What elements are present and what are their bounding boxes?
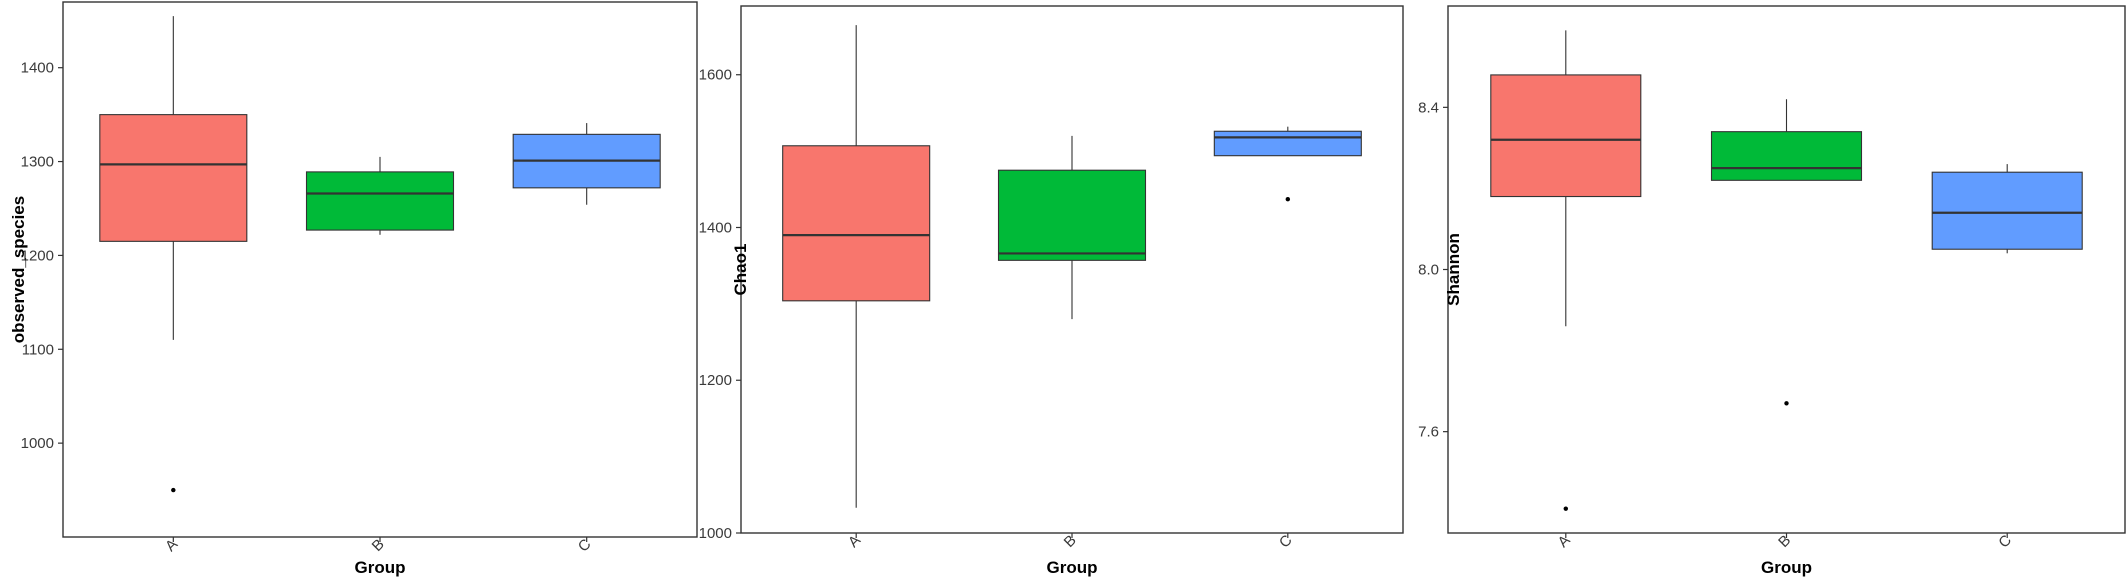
x-axis-title: Group bbox=[1761, 558, 1812, 577]
x-tick-label-C: C bbox=[575, 536, 595, 556]
x-tick-label-C: C bbox=[1276, 532, 1296, 552]
y-axis-title: Chao1 bbox=[731, 244, 750, 296]
x-axis-title: Group bbox=[355, 558, 406, 577]
box-C bbox=[1931, 171, 2083, 250]
box-group-B bbox=[1710, 99, 1863, 406]
y-tick-label: 1000 bbox=[21, 435, 54, 452]
box-C bbox=[1213, 130, 1362, 157]
box-B bbox=[1710, 131, 1863, 181]
outlier-point bbox=[1563, 506, 1568, 511]
box-A bbox=[99, 114, 248, 242]
x-tick-label-A: A bbox=[1555, 532, 1574, 551]
x-tick-label-A: A bbox=[162, 536, 181, 555]
box-group-C bbox=[1213, 126, 1362, 202]
box-group-C bbox=[512, 123, 661, 205]
box-B bbox=[997, 169, 1147, 261]
y-tick-label: 1600 bbox=[699, 67, 732, 84]
box-B bbox=[305, 171, 455, 231]
box-group-A bbox=[782, 25, 931, 508]
y-tick-label: 1300 bbox=[21, 154, 54, 171]
box-group-B bbox=[997, 135, 1147, 320]
box-group-B bbox=[305, 156, 455, 235]
y-tick-label: 1400 bbox=[21, 60, 54, 77]
panel-frame bbox=[62, 1, 698, 538]
y-tick-label: 1000 bbox=[699, 525, 732, 542]
box-A bbox=[782, 145, 931, 302]
outlier-point bbox=[171, 487, 176, 493]
x-axis-title: Group bbox=[1047, 558, 1098, 577]
x-tick-label-B: B bbox=[1775, 532, 1794, 551]
panel-1: 1000 1200 1400 1600 A B C Group Chao1 bbox=[699, 5, 1404, 577]
box-group-A bbox=[1490, 30, 1642, 511]
y-axis-title: observed_species bbox=[9, 196, 28, 343]
box-group-A bbox=[99, 16, 248, 493]
y-tick-label: 1100 bbox=[22, 341, 54, 358]
y-tick-label: 1200 bbox=[21, 247, 54, 264]
y-axis-title: Shannon bbox=[1444, 233, 1463, 306]
box-group-C bbox=[1931, 164, 2083, 254]
y-tick-label: 8.0 bbox=[1418, 262, 1439, 279]
x-tick-label-B: B bbox=[369, 536, 388, 555]
outlier-point bbox=[1784, 401, 1789, 406]
y-tick-label: 1400 bbox=[699, 219, 732, 236]
y-tick-label: 8.4 bbox=[1418, 99, 1439, 116]
panel-0: 1000 1100 1200 1300 1400 A B C Group observed_spe… bbox=[9, 1, 698, 577]
box-A bbox=[1490, 74, 1642, 198]
x-tick-label-A: A bbox=[845, 532, 864, 551]
y-tick-label: 1200 bbox=[699, 372, 732, 389]
outlier-point bbox=[1285, 197, 1291, 202]
panel-2: 7.6 8.0 8.4 A B C Group Shannon bbox=[1418, 5, 2126, 577]
y-tick-label: 7.6 bbox=[1418, 424, 1439, 441]
x-tick-label-B: B bbox=[1061, 532, 1080, 551]
x-tick-label-C: C bbox=[1995, 532, 2015, 552]
